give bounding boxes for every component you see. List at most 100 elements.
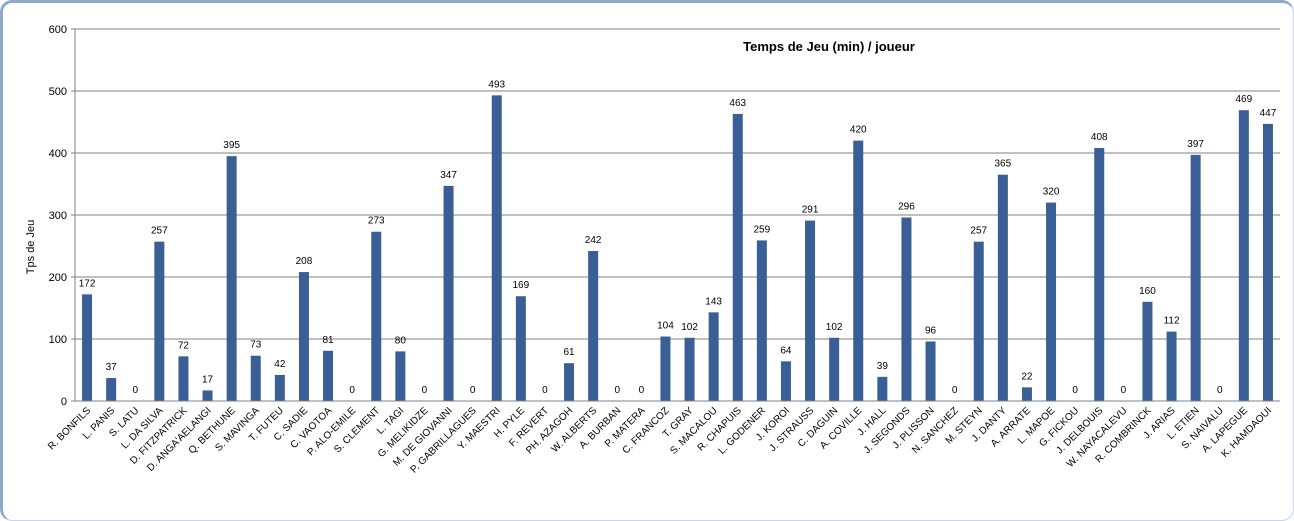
data-label: 463 bbox=[729, 98, 746, 109]
data-label: 160 bbox=[1139, 286, 1156, 297]
data-label: 469 bbox=[1236, 94, 1253, 105]
data-label: 0 bbox=[132, 385, 138, 396]
y-tick-label: 300 bbox=[49, 210, 67, 222]
bar bbox=[853, 140, 864, 401]
data-label: 39 bbox=[877, 361, 889, 372]
bar bbox=[1166, 331, 1177, 401]
data-label: 104 bbox=[657, 321, 674, 332]
bar bbox=[564, 363, 575, 401]
data-label: 493 bbox=[488, 79, 505, 90]
bar bbox=[82, 294, 93, 401]
data-label: 0 bbox=[1121, 385, 1127, 396]
data-label: 397 bbox=[1187, 139, 1204, 150]
data-label: 80 bbox=[395, 335, 407, 346]
bar bbox=[226, 156, 237, 401]
data-label: 37 bbox=[106, 362, 118, 373]
data-label: 208 bbox=[296, 256, 313, 267]
data-labels: 172 37 0 257 72 17 395 73 42 208 81 0 273 80 0 347 0 493 1… bbox=[79, 79, 1277, 396]
data-label: 81 bbox=[322, 335, 334, 346]
data-label: 347 bbox=[440, 170, 457, 181]
data-label: 0 bbox=[952, 385, 958, 396]
data-label: 0 bbox=[542, 385, 548, 396]
y-tick-label: 200 bbox=[49, 272, 67, 284]
bar bbox=[756, 240, 767, 401]
bar bbox=[901, 217, 912, 401]
data-label: 273 bbox=[368, 216, 385, 227]
bar bbox=[973, 241, 984, 401]
bar bbox=[443, 185, 454, 401]
bar bbox=[1046, 202, 1057, 401]
data-label: 73 bbox=[250, 340, 262, 351]
data-label: 22 bbox=[1021, 371, 1033, 382]
bar bbox=[154, 241, 165, 401]
bar bbox=[250, 355, 261, 401]
bar bbox=[1142, 301, 1153, 401]
data-label: 96 bbox=[925, 325, 937, 336]
data-label: 64 bbox=[780, 345, 792, 356]
bar bbox=[491, 95, 502, 401]
data-label: 259 bbox=[754, 224, 771, 235]
data-label: 0 bbox=[614, 385, 620, 396]
bar bbox=[1238, 110, 1249, 401]
data-label: 365 bbox=[995, 159, 1012, 170]
bar bbox=[829, 337, 840, 401]
bar bbox=[1094, 148, 1105, 401]
bar bbox=[323, 350, 334, 401]
data-label: 112 bbox=[1164, 316, 1180, 327]
data-label: 0 bbox=[1072, 385, 1078, 396]
bar bbox=[780, 361, 791, 401]
data-label: 408 bbox=[1091, 132, 1108, 143]
data-label: 0 bbox=[1217, 385, 1223, 396]
y-tick-label: 500 bbox=[49, 86, 67, 98]
bar bbox=[395, 351, 406, 401]
bar bbox=[106, 378, 117, 401]
bars bbox=[82, 95, 1273, 402]
chart-title: Temps de Jeu (min) / joueur bbox=[743, 39, 915, 54]
data-label: 0 bbox=[349, 385, 355, 396]
data-label: 143 bbox=[705, 296, 722, 307]
data-label: 169 bbox=[513, 280, 530, 291]
data-label: 242 bbox=[585, 235, 602, 246]
data-label: 172 bbox=[79, 278, 96, 289]
bar bbox=[708, 312, 719, 401]
data-label: 42 bbox=[274, 359, 286, 370]
y-axis-title: Tps de Jeu bbox=[25, 220, 37, 274]
bar bbox=[1262, 123, 1273, 402]
y-tick-label: 100 bbox=[49, 334, 67, 346]
bar bbox=[1190, 154, 1201, 401]
data-label: 102 bbox=[826, 322, 843, 333]
data-label: 320 bbox=[1043, 187, 1060, 198]
bar bbox=[805, 220, 816, 401]
data-label: 0 bbox=[470, 385, 476, 396]
bar bbox=[877, 376, 888, 401]
data-label: 102 bbox=[681, 322, 698, 333]
data-label: 395 bbox=[223, 140, 240, 151]
y-tick-label: 600 bbox=[49, 24, 67, 36]
bar bbox=[371, 231, 382, 401]
data-label: 72 bbox=[178, 340, 190, 351]
data-label: 61 bbox=[563, 347, 575, 358]
data-label: 296 bbox=[898, 201, 915, 212]
bar bbox=[660, 336, 671, 401]
y-axis-ticks: 0 100 200 300 400 500 600 bbox=[49, 24, 75, 408]
y-tick-label: 400 bbox=[49, 148, 67, 160]
data-label: 17 bbox=[202, 374, 214, 385]
bar bbox=[178, 356, 189, 401]
bar bbox=[298, 272, 309, 401]
data-label: 0 bbox=[422, 385, 428, 396]
data-label: 291 bbox=[802, 205, 819, 216]
data-label: 0 bbox=[639, 385, 645, 396]
bar bbox=[515, 296, 526, 401]
bar bbox=[588, 250, 599, 401]
bar bbox=[684, 337, 695, 401]
bar bbox=[202, 390, 213, 401]
y-tick-label: 0 bbox=[61, 396, 67, 408]
bar bbox=[1021, 387, 1032, 401]
data-label: 257 bbox=[970, 226, 987, 237]
gridlines bbox=[75, 28, 1280, 340]
bar bbox=[732, 113, 743, 401]
bar bbox=[274, 374, 285, 401]
